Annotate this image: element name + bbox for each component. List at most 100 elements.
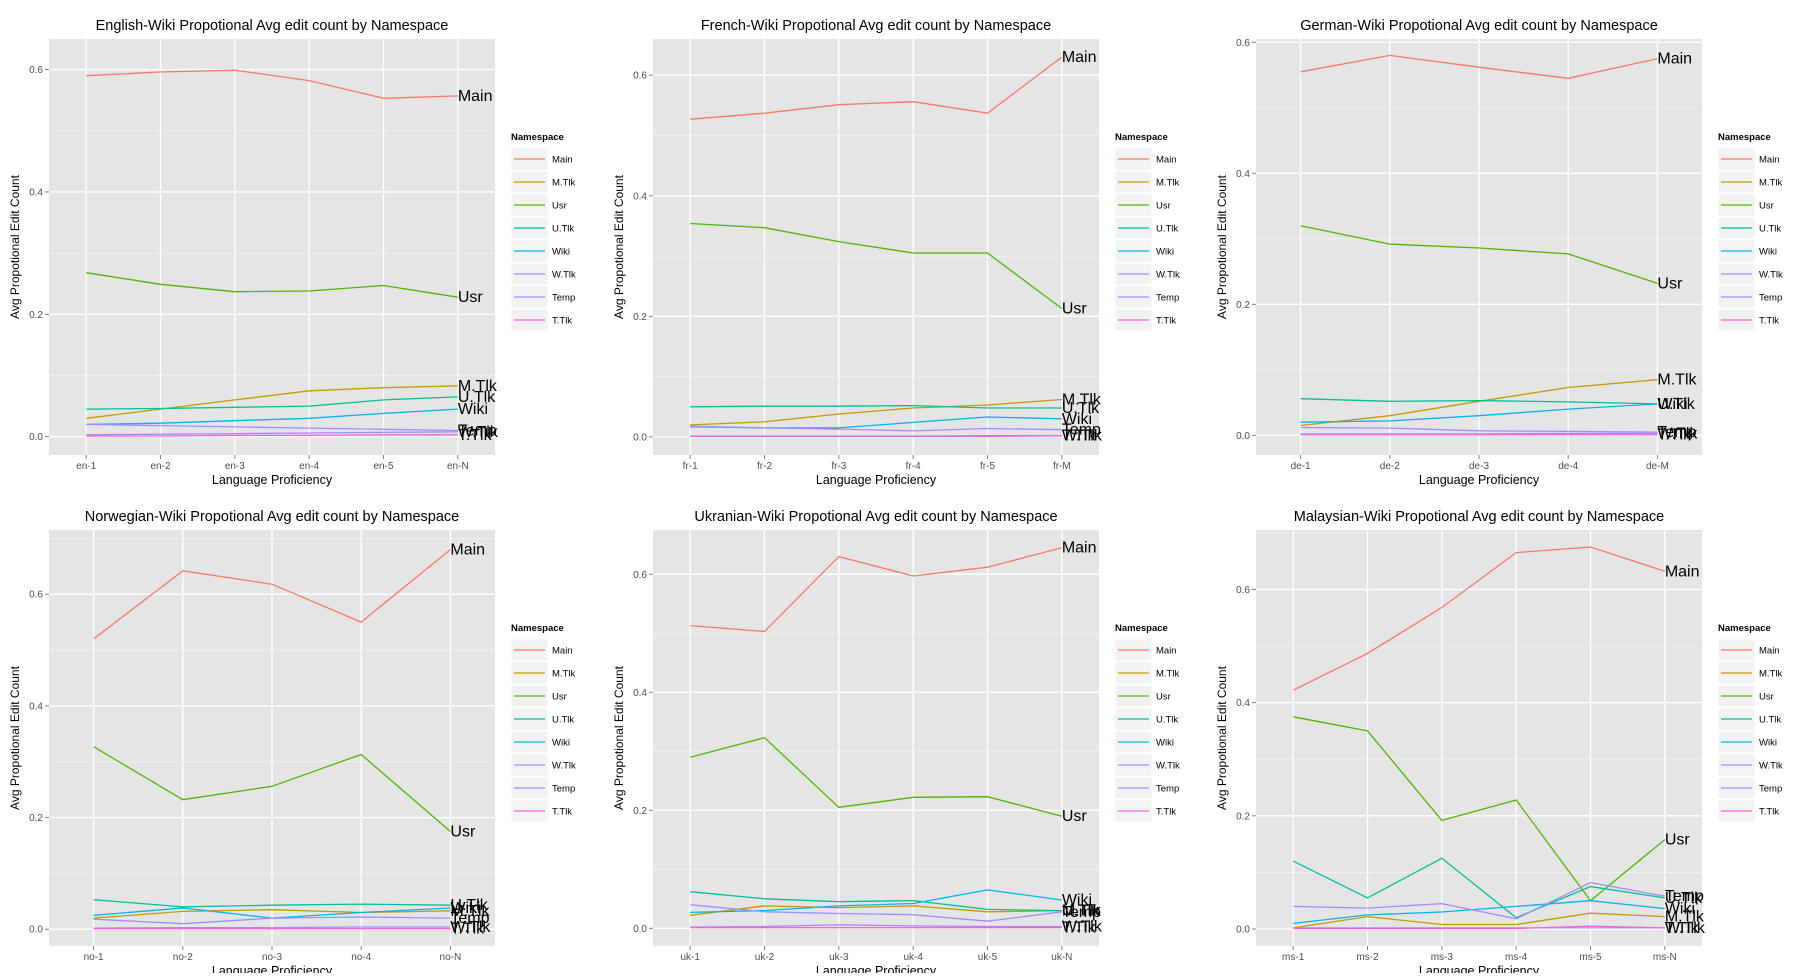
y-tick-label: 0.0 [633,432,647,443]
series-end-label: M.Tlk [1062,903,1102,920]
legend-entry: Wiki [1156,738,1174,749]
series-line-usr [690,222,1063,310]
y-tick-label: 0.6 [1236,38,1250,49]
legend: Namespace Main M.Tlk Usr U.Tlk Wiki W.Tlk Temp T… [1717,132,1783,332]
series-line-wtlk [93,926,451,929]
x-tick-label: en-5 [373,461,393,472]
x-tick-label: ms-1 [1282,952,1305,963]
y-tick-label: 0.0 [1236,431,1250,442]
x-tick-label: de-3 [1469,461,1489,472]
x-tick-label: uk-1 [680,952,700,963]
x-tick-label: de-M [1646,461,1669,472]
series-end-label: U.Tlk [1665,890,1703,907]
chart-panel-4: 0.0 0.2 0.4 0.6 no-1 no-2 no-3 no-4 no-N Main M.Tl… [8,509,576,978]
legend-title: Namespace [1718,132,1771,143]
y-tick-label: 0.2 [29,310,43,321]
legend-entry: Usr [1156,201,1171,212]
series-end-label: Main [1062,49,1097,66]
y-tick-label: 0.0 [633,924,647,935]
legend-entry: Main [1156,646,1177,657]
y-axis-label: Avg Propotional Edit Count [8,665,22,810]
series-end-label: W.Tlk [450,919,491,936]
legend-entry: M.Tlk [552,669,575,680]
series-end-label: T.Tlk [1657,427,1692,444]
chart-panel-2: 0.0 0.2 0.4 0.6 fr-1 fr-2 fr-3 fr-4 fr-5 fr-M Main… [612,18,1180,487]
series-line-main [86,69,458,99]
x-axis-label: Language Proficiency [816,964,937,973]
series-end-label: W.Tlk [1657,425,1698,442]
legend-entry: Main [552,155,573,166]
legend-title: Namespace [1115,623,1168,634]
x-tick-label: en-2 [150,461,170,472]
legend-entry: Wiki [1759,247,1777,258]
legend-entry: W.Tlk [1759,270,1783,281]
x-tick-label: en-4 [299,461,319,472]
legend-entry: M.Tlk [1156,669,1179,680]
series-line-ttlk [86,434,458,437]
x-tick-label: fr-1 [683,461,698,472]
x-tick-label: uk-2 [755,952,775,963]
y-tick-label: 0.6 [29,590,43,601]
series-line-main [93,548,451,640]
series-end-label: T.Tlk [458,427,493,444]
x-tick-label: ms-3 [1431,952,1454,963]
x-tick-label: de-2 [1380,461,1400,472]
series-end-label: M.Tlk [1665,909,1705,926]
series-end-label: Main [1657,51,1692,68]
series-end-label: T.Tlk [1062,920,1097,937]
series-end-label: W.Tlk [458,424,499,441]
legend-entry: Main [1759,646,1780,657]
chart-panel-3: 0.0 0.2 0.4 0.6 de-1 de-2 de-3 de-4 de-M Main M.Tl… [1215,18,1783,487]
x-tick-label: no-3 [262,952,282,963]
legend-entry: Usr [1759,201,1774,212]
series-line-temp [93,916,451,925]
series-line-temp [690,425,1062,432]
series-end-label: Temp [1657,424,1696,441]
series-end-label: U.Tlk [450,897,488,914]
series-end-label: Main [1062,540,1097,557]
legend-entry: Wiki [1759,738,1777,749]
series-line-wiki [1300,403,1658,423]
x-axis-label: Language Proficiency [1419,964,1540,973]
legend-entry: T.Tlk [552,316,572,327]
chart-title: English-Wiki Propotional Avg edit count … [96,18,449,34]
legend-entry: W.Tlk [1156,270,1180,281]
legend-entry: T.Tlk [1156,316,1176,327]
y-tick-label: 0.0 [29,925,43,936]
x-tick-label: ms-4 [1505,952,1528,963]
y-tick-label: 0.2 [633,312,647,323]
legend-entry: U.Tlk [1156,224,1178,235]
plot-background [653,530,1099,946]
series-line-usr [690,736,1062,817]
series-end-label: Usr [458,289,484,306]
series-line-wtlk [86,431,458,436]
series-end-label: W.Tlk [1062,428,1103,445]
series-end-label: T.Tlk [1062,428,1097,445]
chart-title: Norwegian-Wiki Propotional Avg edit coun… [85,509,460,525]
legend-title: Namespace [511,132,564,143]
series-end-label: Temp [1062,422,1101,439]
series-line-temp [1300,426,1658,433]
legend-entry: Wiki [552,247,570,258]
legend-entry: T.Tlk [1759,807,1779,818]
series-line-temp [86,423,458,432]
series-end-label: Usr [450,824,476,841]
series-line-utlk [690,891,1062,912]
y-axis-label: Avg Propotional Edit Count [1215,174,1229,319]
x-axis-label: Language Proficiency [212,964,333,973]
y-tick-label: 0.4 [633,688,647,699]
y-axis-label: Avg Propotional Edit Count [1215,665,1229,810]
y-tick-label: 0.0 [1236,925,1250,936]
series-line-utlk [93,899,451,908]
y-tick-label: 0.2 [1236,811,1250,822]
series-end-label: Wiki [1062,892,1092,909]
legend-entry: Usr [552,201,567,212]
series-end-label: Main [458,88,493,105]
series-end-label: U.Tlk [1062,903,1100,920]
x-tick-label: en-1 [76,461,96,472]
series-line-mtlk [690,398,1062,426]
series-end-label: U.Tlk [1062,400,1100,417]
legend-entry: M.Tlk [1759,669,1782,680]
x-tick-label: fr-M [1053,461,1071,472]
